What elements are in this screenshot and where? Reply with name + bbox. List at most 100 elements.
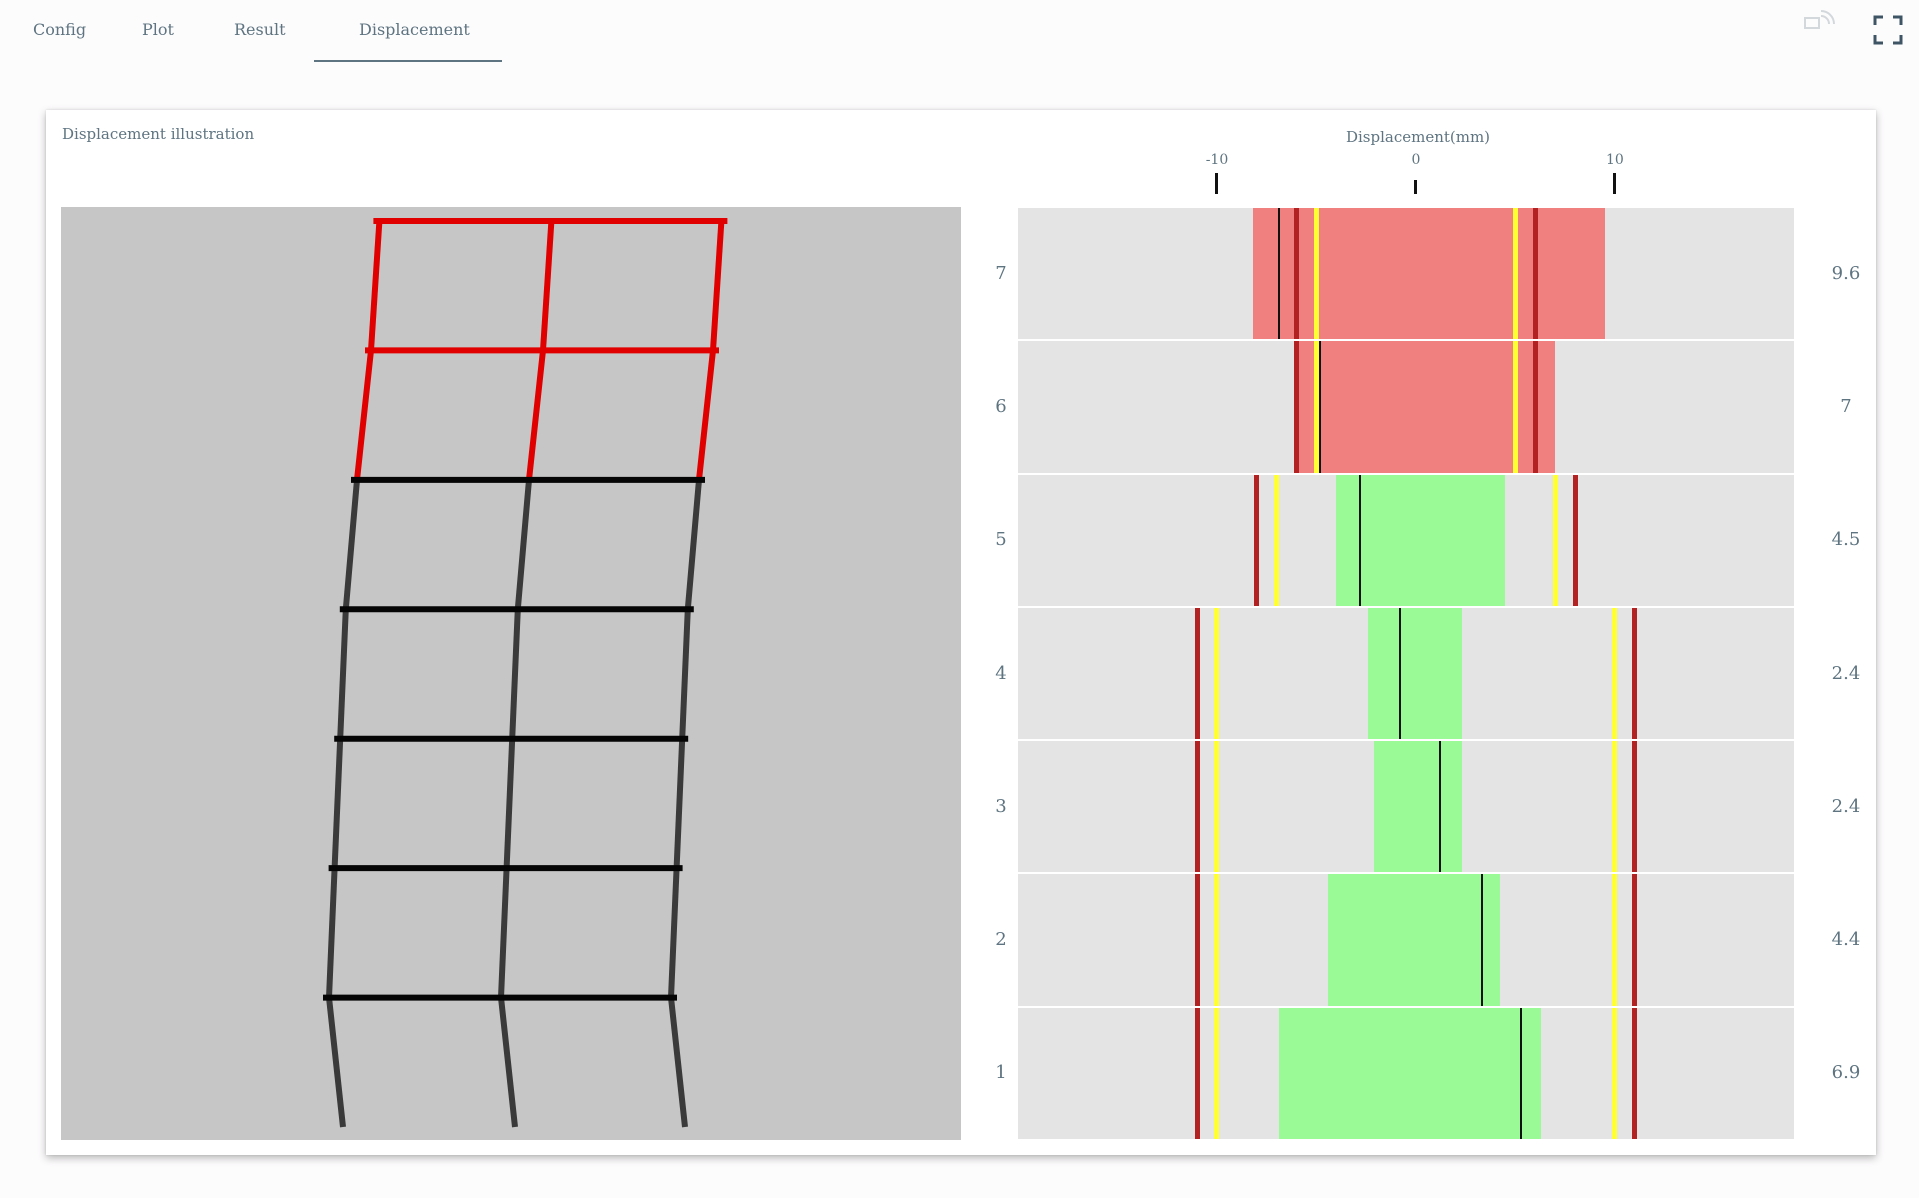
floor-label: 3: [995, 795, 1007, 817]
frame-column: [503, 738, 516, 869]
floor-label: 5: [995, 529, 1007, 551]
frame-drawing: [323, 218, 728, 1128]
frame-column: [368, 220, 383, 351]
displacement-marker: [1480, 874, 1483, 1006]
limit-line: [1632, 1007, 1638, 1139]
limit-line: [1194, 874, 1200, 1006]
floor-row: [1018, 1007, 1794, 1139]
limit-line: [1294, 341, 1300, 473]
frame-column: [668, 997, 688, 1128]
warning-line: [1612, 874, 1618, 1006]
limit-line: [1532, 341, 1538, 473]
floor-row: [1018, 474, 1794, 606]
warning-line: [1612, 1007, 1618, 1139]
frame-column: [331, 738, 344, 869]
exceeded-displacement-bar: [1294, 341, 1556, 473]
cast-icon[interactable]: [1803, 6, 1835, 34]
floor-label: 6: [995, 395, 1007, 417]
warning-line: [1214, 1007, 1220, 1139]
tab-plot[interactable]: Plot: [142, 20, 174, 39]
floor-label: 4: [995, 662, 1007, 684]
warning-line: [1612, 741, 1618, 873]
displacement-marker: [1399, 607, 1402, 740]
card-title: Displacement illustration: [62, 125, 255, 143]
frame-column: [514, 479, 532, 610]
frame-column: [684, 479, 702, 610]
x-tick-label: -10: [1205, 152, 1229, 168]
floor-label: 2: [995, 929, 1007, 951]
displacement-chart: [1018, 208, 1794, 1141]
limit-line: [1632, 607, 1638, 740]
warning-line: [1214, 874, 1220, 1006]
frame-column: [668, 868, 680, 998]
fullscreen-icon[interactable]: [1872, 14, 1904, 46]
displacement-marker: [1277, 208, 1280, 340]
floor-displacement-value: 2.4: [1831, 662, 1861, 684]
floor-displacement-value: 7: [1840, 395, 1852, 417]
frame-column: [540, 220, 555, 351]
limit-line: [1194, 607, 1200, 740]
tab-bar: Config Plot Result Displacement: [0, 0, 600, 62]
floor-displacement-value: 6.9: [1831, 1062, 1861, 1084]
warning-line: [1313, 341, 1319, 473]
tab-result[interactable]: Result: [234, 20, 286, 39]
floor-row: [1018, 874, 1794, 1006]
frame-column: [354, 350, 374, 481]
frame-column: [679, 609, 691, 739]
frame-column: [509, 609, 521, 739]
floor-row: [1018, 208, 1794, 340]
limit-line: [1294, 208, 1300, 340]
tab-config[interactable]: Config: [33, 20, 87, 39]
floor-row: [1018, 741, 1794, 873]
x-tick-label: 0: [1411, 152, 1421, 168]
frame-column: [337, 609, 349, 739]
frame-column: [526, 350, 546, 481]
displacement-marker: [1359, 474, 1362, 606]
limit-line: [1532, 208, 1538, 340]
warning-line: [1512, 341, 1518, 473]
floor-displacement-value: 9.6: [1831, 262, 1861, 284]
limit-line: [1194, 1007, 1200, 1139]
floor-row: [1018, 341, 1794, 473]
warning-line: [1214, 741, 1220, 873]
warning-line: [1612, 607, 1618, 740]
warning-line: [1313, 208, 1319, 340]
limit-line: [1572, 474, 1578, 606]
floor-label: 1: [995, 1062, 1007, 1084]
displacement-bar: [1374, 741, 1462, 873]
limit-line: [1632, 874, 1638, 1006]
frame-column: [326, 997, 346, 1128]
x-tick-label: 10: [1606, 152, 1624, 168]
limit-line: [1194, 741, 1200, 873]
warning-line: [1274, 474, 1280, 606]
frame-column: [326, 868, 338, 998]
frame-column: [498, 868, 510, 998]
x-tick-mark: [1414, 180, 1418, 194]
warning-line: [1512, 208, 1518, 340]
displacement-bar: [1278, 1007, 1542, 1139]
frame-column: [498, 997, 518, 1128]
displacement-bar: [1368, 607, 1462, 740]
displacement-axis: Displacement(mm) -10 0 10: [1018, 110, 1818, 200]
x-tick-mark: [1215, 173, 1219, 194]
warning-line: [1552, 474, 1558, 606]
floor-displacement-value: 2.4: [1831, 795, 1861, 817]
frame-column: [710, 220, 725, 351]
tab-displacement[interactable]: Displacement: [359, 20, 470, 39]
floor-displacement-value: 4.5: [1831, 529, 1861, 551]
limit-line: [1254, 474, 1260, 606]
displacement-card: Displacement illustration Displacement(m…: [46, 110, 1876, 1155]
x-tick-mark: [1613, 173, 1617, 194]
axis-title: Displacement(mm): [1345, 128, 1491, 146]
exceeded-displacement-bar: [1252, 208, 1605, 340]
frame-column: [342, 479, 360, 610]
floor-row: [1018, 607, 1794, 740]
displacement-bar: [1336, 474, 1506, 606]
limit-line: [1632, 741, 1638, 873]
floor-displacement-value: 4.4: [1831, 929, 1861, 951]
building-frame-illustration: [61, 207, 961, 1140]
displacement-marker: [1438, 741, 1441, 873]
displacement-bar: [1328, 874, 1500, 1006]
warning-line: [1214, 607, 1220, 740]
floor-label: 7: [995, 262, 1007, 284]
